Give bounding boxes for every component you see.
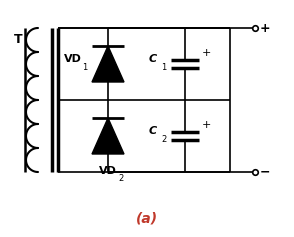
Text: 2: 2	[118, 174, 123, 183]
Text: C: C	[149, 54, 157, 64]
Text: −: −	[260, 165, 270, 178]
Text: T: T	[14, 33, 23, 46]
Text: +: +	[202, 120, 211, 130]
Text: VD: VD	[99, 166, 117, 176]
Text: (a): (a)	[136, 211, 158, 225]
Text: 1: 1	[82, 63, 87, 72]
Polygon shape	[92, 118, 124, 154]
Polygon shape	[92, 46, 124, 82]
Text: 2: 2	[161, 136, 166, 145]
Text: VD: VD	[64, 54, 82, 64]
Text: +: +	[260, 22, 270, 35]
Text: C: C	[149, 126, 157, 136]
Text: +: +	[202, 48, 211, 58]
Text: 1: 1	[161, 64, 166, 73]
